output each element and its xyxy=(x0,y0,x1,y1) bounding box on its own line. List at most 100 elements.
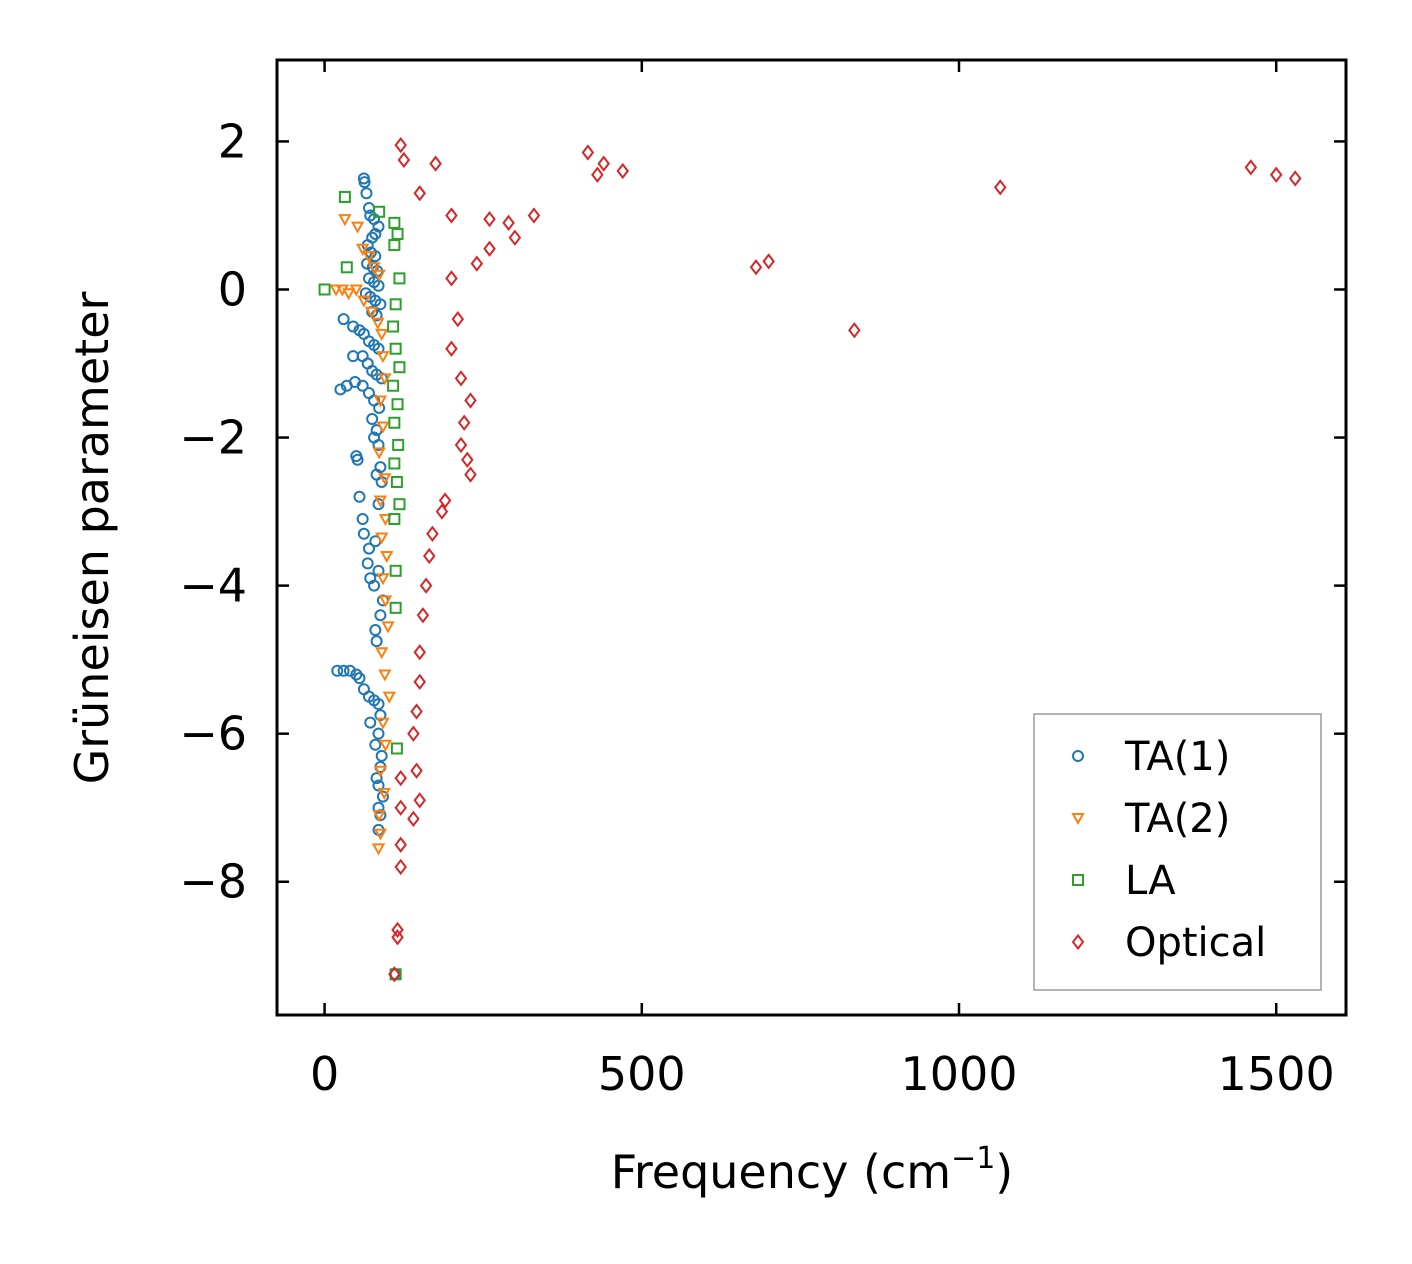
data-point xyxy=(373,765,388,778)
data-point xyxy=(353,672,366,685)
data-point xyxy=(356,379,369,392)
data-point xyxy=(416,607,430,624)
data-point xyxy=(508,229,522,246)
data-point xyxy=(358,176,371,189)
legend-label: TA(1) xyxy=(1124,734,1230,780)
data-point xyxy=(454,370,468,387)
data-point xyxy=(356,512,369,525)
data-point xyxy=(470,255,484,272)
data-point xyxy=(376,573,390,586)
data-point xyxy=(387,320,400,333)
data-point xyxy=(318,283,331,296)
data-point xyxy=(372,801,385,814)
legend-marker-circle xyxy=(1072,750,1084,762)
data-point xyxy=(351,453,364,466)
data-point xyxy=(391,227,404,240)
series-ta-2- xyxy=(329,214,396,856)
data-point xyxy=(410,762,423,779)
data-point xyxy=(390,475,403,488)
data-point xyxy=(382,691,396,704)
data-point xyxy=(591,166,604,183)
legend-marker-square xyxy=(1072,874,1084,886)
y-tick-label: 2 xyxy=(218,114,247,168)
data-point xyxy=(413,644,427,661)
x-axis-label-superscript: −1 xyxy=(951,1141,995,1176)
data-point xyxy=(372,498,385,511)
data-point xyxy=(364,209,377,222)
data-point xyxy=(364,716,377,729)
data-point xyxy=(454,436,468,454)
data-point xyxy=(378,373,392,386)
data-point xyxy=(378,669,392,682)
data-point xyxy=(993,179,1007,196)
data-point xyxy=(410,703,423,720)
data-point xyxy=(374,532,389,545)
data-point xyxy=(464,392,477,409)
data-point xyxy=(374,609,387,622)
axis-ticks: 0 500 1000 1500 2 0 −2 −4 −6 −8 xyxy=(179,60,1346,1101)
data-point xyxy=(341,288,356,301)
data-point xyxy=(331,664,344,677)
data-point xyxy=(373,205,386,218)
data-point xyxy=(360,187,373,200)
legend-label: LA xyxy=(1125,858,1176,904)
data-point xyxy=(394,769,407,787)
data-point xyxy=(369,624,382,637)
data-point xyxy=(378,513,393,527)
data-point xyxy=(355,243,370,256)
data-point xyxy=(762,253,775,270)
data-point xyxy=(445,340,458,357)
data-point xyxy=(372,810,386,823)
data-point xyxy=(435,503,449,520)
data-point xyxy=(340,261,353,274)
data-point xyxy=(329,284,343,297)
y-tick-label: −6 xyxy=(179,707,247,761)
data-point xyxy=(1288,170,1302,187)
data-point xyxy=(338,214,352,227)
data-point xyxy=(372,220,385,233)
legend-marker-triangle xyxy=(1071,813,1085,826)
data-point xyxy=(581,144,595,161)
data-point xyxy=(372,447,386,460)
data-point xyxy=(438,492,452,509)
data-point xyxy=(848,322,861,339)
y-tick-label: −4 xyxy=(179,559,247,613)
data-point xyxy=(375,749,388,762)
data-point xyxy=(389,564,402,577)
data-point xyxy=(388,239,401,252)
data-point xyxy=(378,595,393,608)
data-point xyxy=(349,284,364,297)
legend: TA(1) TA(2) LA Optical xyxy=(1033,713,1322,991)
data-point xyxy=(451,310,465,328)
legend-label: TA(2) xyxy=(1124,796,1230,842)
data-point xyxy=(387,379,400,392)
data-point xyxy=(371,843,386,856)
data-point xyxy=(347,350,360,363)
data-point xyxy=(464,466,477,483)
data-point xyxy=(502,214,515,232)
data-point xyxy=(376,790,389,803)
legend-label: Optical xyxy=(1125,920,1266,966)
plot-frame xyxy=(275,58,1348,1017)
data-point xyxy=(376,717,390,730)
data-point xyxy=(357,295,371,308)
data-point xyxy=(343,664,356,677)
data-point xyxy=(369,250,382,263)
data-point xyxy=(407,810,420,827)
data-point xyxy=(381,621,395,634)
data-point xyxy=(368,579,381,592)
data-point xyxy=(389,601,402,614)
data-point xyxy=(338,190,351,203)
x-tick-label: 500 xyxy=(598,1047,686,1101)
data-point xyxy=(372,698,385,711)
data-point xyxy=(393,498,406,511)
data-point xyxy=(370,635,383,648)
data-point xyxy=(377,787,391,800)
data-point xyxy=(413,792,427,809)
data-point xyxy=(390,742,403,755)
data-point xyxy=(372,438,385,451)
data-point xyxy=(394,858,407,876)
data-point xyxy=(391,921,404,939)
data-point xyxy=(374,647,389,660)
